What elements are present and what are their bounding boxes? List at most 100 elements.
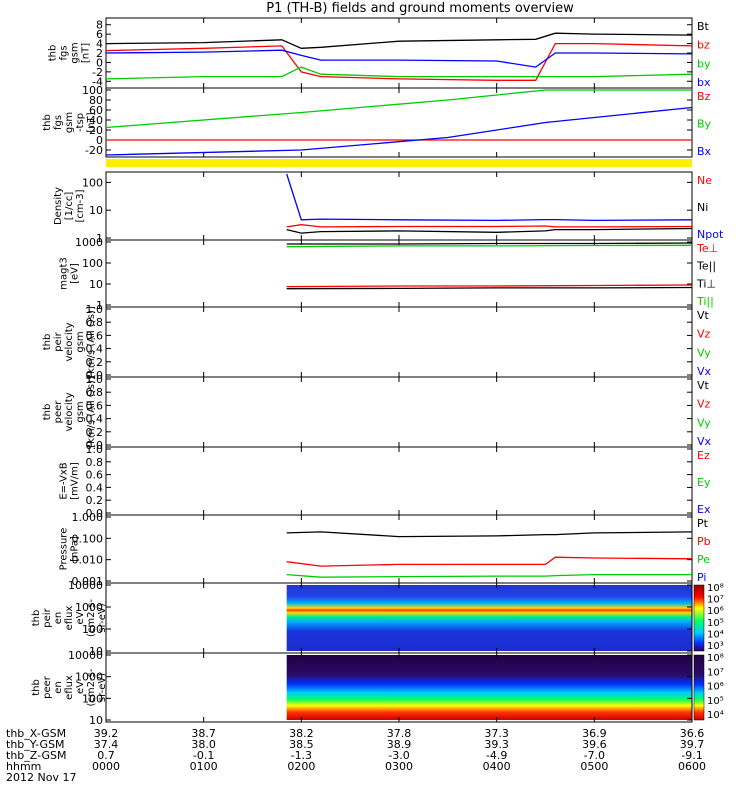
legend-te: Te||	[696, 260, 716, 273]
colorbar-tick-label: 10⁶	[707, 606, 724, 617]
colorbar-tick-label: 10⁴	[707, 629, 724, 640]
y-tick-label: 1.0	[86, 303, 104, 316]
colorbar-scale	[693, 584, 705, 652]
y-tick-label: 1.000	[72, 511, 104, 524]
y-tick-label: 0.6	[86, 329, 104, 342]
legend-ex: Ex	[697, 503, 711, 516]
y-tick-label: 0.2	[86, 494, 104, 507]
y-axis-label-line: [nPa]	[70, 536, 81, 562]
x-axis-tick-label: 38.2	[289, 727, 314, 740]
x-axis-tick-label: 0.7	[97, 749, 115, 762]
series-pressure-pb	[286, 556, 693, 567]
y-tick-label: 10	[89, 204, 103, 217]
y-axis-label-line: magt3	[59, 257, 70, 290]
x-axis-tick-label: -3.0	[388, 749, 409, 762]
y-axis-label-line: eV	[75, 681, 86, 694]
y-axis-label: thbpeirenefluxeV(cm2-s-sr-eV)	[31, 599, 108, 637]
legend-vy: Vy	[697, 346, 711, 359]
y-axis-label-line: Pressure	[59, 528, 70, 571]
y-tick-label: 0.6	[86, 469, 104, 482]
quality-bar	[106, 159, 692, 167]
legend-vx: Vx	[697, 365, 712, 378]
y-tick-label: 4	[96, 38, 103, 51]
x-axis-tick-label: 37.8	[387, 727, 412, 740]
y-axis-label-line: eflux	[64, 606, 75, 631]
y-axis-label-line: fgs	[53, 115, 64, 130]
x-axis-tick-label: 37.4	[94, 738, 119, 751]
y-axis-label-line: peir	[42, 607, 53, 627]
y-tick-label: -4	[92, 75, 103, 88]
y-tick-label: 1	[96, 232, 103, 245]
colorbar-tick-label: 10⁸	[707, 653, 724, 664]
y-axis-label-line: en	[53, 681, 64, 694]
legend-by: by	[697, 57, 711, 70]
y-tick-label: 60	[89, 104, 103, 117]
x-axis-tick-label: 38.5	[289, 738, 314, 751]
x-axis-tick-label: 0000	[92, 760, 120, 773]
y-axis-label-line: [eV]	[70, 263, 81, 284]
y-tick-label: -20	[85, 144, 103, 157]
y-axis-label-line: thb	[31, 610, 42, 627]
x-axis-tick-label: -7.0	[584, 749, 605, 762]
series-temperature-te	[286, 284, 693, 288]
x-axis-tick-label: 0600	[678, 760, 706, 773]
y-tick-label: 100	[82, 692, 103, 705]
panel-frame	[105, 87, 693, 158]
panel-pressure: 1.0000.1000.0100.001Pressure[nPa]PtPbPeP…	[59, 511, 711, 588]
y-tick-label: 8	[96, 19, 103, 32]
legend-bx: Bx	[697, 145, 712, 158]
x-axis-tick-label: -0.1	[193, 749, 214, 762]
y-axis-label-line: gsm	[75, 331, 86, 352]
x-axis-tick-label: 39.2	[94, 727, 119, 740]
y-tick-label: 0	[96, 56, 103, 69]
y-axis-label-line: thb	[48, 45, 59, 62]
legend-bz: bz	[697, 39, 710, 52]
figure-title: P1 (TH-B) fields and ground moments over…	[266, 1, 574, 16]
y-tick-label: 100	[82, 623, 103, 636]
x-axis-tick-label: 0300	[385, 760, 413, 773]
legend-bt: Bt	[697, 20, 710, 33]
x-axis-tick-label: 37.3	[484, 727, 509, 740]
series-fgs-gse-bx	[105, 106, 693, 156]
colorbar-tick-label: 10³	[707, 641, 724, 652]
panel-temperature: 1000 100 10 1 magt3[eV] Te⊥ Te|| Ti⊥ Ti||	[59, 236, 719, 312]
colorbar-tick-label: 10⁴	[707, 710, 724, 721]
y-tick-label: 0.0	[86, 369, 104, 382]
y-tick-label: 0	[96, 134, 103, 147]
series-fgs-gsm-bx	[105, 49, 693, 68]
y-tick-label: 0.4	[86, 413, 104, 426]
y-axis-label-line: -tsp	[75, 113, 86, 132]
legend-vt: Vt	[697, 309, 710, 322]
y-axis-label-line: eV	[75, 611, 86, 624]
spectrogram-peir-eflux	[286, 585, 692, 651]
y-axis-label-line: sr-eV)	[97, 673, 108, 702]
y-axis-label-line: en	[53, 612, 64, 625]
panel-e-field: 1.00.80.60.40.20.0 E=-VxB[mV/m] Ez Ey Ex	[59, 443, 711, 520]
legend-vy: Vy	[697, 416, 711, 429]
legend-vt: Vt	[697, 379, 710, 392]
legend-ne: Ne	[697, 174, 712, 187]
x-axis-row-label: hhmm	[6, 760, 41, 773]
legend-ey: Ey	[697, 476, 711, 489]
panel-frame	[105, 514, 693, 584]
panels: 86420-2-4thbfgsgsm[nT]Btbzbybx1008060402…	[31, 17, 724, 727]
x-axis-tick-label: 0500	[580, 760, 608, 773]
y-axis-label: thbpeerenefluxeV(cm2-s-sr-eV)	[31, 668, 108, 706]
legend-pi: Pi	[697, 571, 706, 584]
series-temperature-ti	[286, 244, 693, 248]
x-axis-tick-label: 39.6	[582, 738, 607, 751]
y-tick-label: 0.8	[86, 386, 104, 399]
y-tick-label: 100	[82, 176, 103, 189]
x-axis-tick-label: -9.1	[681, 749, 702, 762]
y-tick-label: 1000	[75, 236, 103, 249]
y-tick-label: 0.001	[72, 575, 104, 588]
legend-pt: Pt	[697, 517, 709, 530]
y-axis-label: Density[1/cc][cm-3]	[53, 187, 86, 225]
colorbar-scale	[693, 654, 705, 721]
x-axis-tick-label: 39.3	[484, 738, 509, 751]
x-axis-row-label: thb_Y-GSM	[6, 738, 65, 751]
y-axis-label-line: gsm	[64, 112, 75, 133]
y-axis-label-line: sr-eV)	[97, 603, 108, 632]
legend-te: Te⊥	[696, 242, 718, 255]
